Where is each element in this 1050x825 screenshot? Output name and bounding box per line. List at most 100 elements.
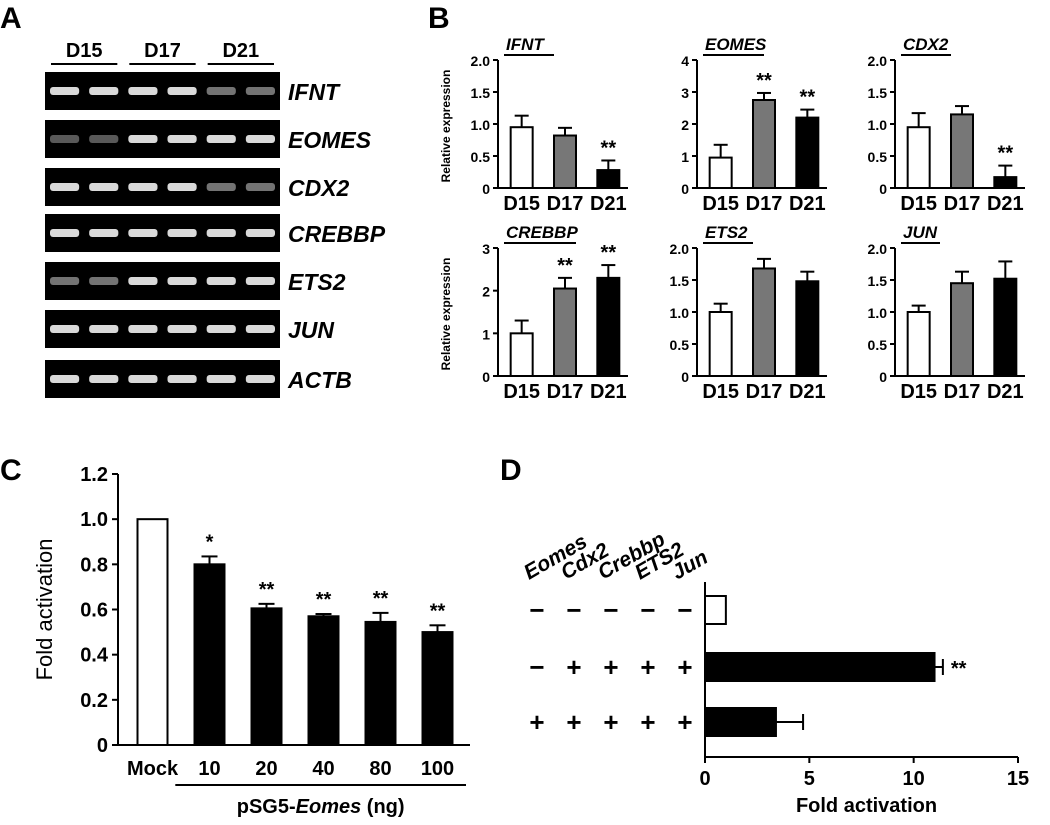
condition-sign: + xyxy=(529,707,544,737)
significance-marker: * xyxy=(206,531,214,553)
y-tick-label: 1.0 xyxy=(868,117,888,133)
x-tick-label: D21 xyxy=(590,381,627,403)
significance-marker: ** xyxy=(316,589,332,611)
y-tick-label: 0.8 xyxy=(80,554,108,576)
panel-b-charts: 0 0.5 1.0 1.5 2.0 IFNT Relative expression D15 D… xyxy=(439,35,1025,403)
significance-marker: ** xyxy=(259,579,275,601)
panel-c-chart: 0 0.2 0.4 0.6 0.8 1.0 1.2 Fold activation Mock 10… xyxy=(32,464,470,818)
y-tick-label: 4 xyxy=(681,53,689,69)
y-tick-label: 0.6 xyxy=(80,600,108,622)
x-tick-label: 20 xyxy=(255,758,277,780)
gel-band xyxy=(245,183,275,191)
gel-box xyxy=(45,120,280,158)
gel-band xyxy=(167,87,197,95)
panel-b-label: B xyxy=(428,2,450,35)
gel-gene-label: CDX2 xyxy=(288,175,350,201)
group-label-prefix: pSG5- xyxy=(237,796,296,818)
y-tick-label: 1 xyxy=(482,326,490,342)
gel-band xyxy=(206,375,236,383)
x-tick-label: D21 xyxy=(789,381,826,403)
x-tick-label: D15 xyxy=(900,193,937,215)
y-tick-label: 1.0 xyxy=(670,305,690,321)
bar xyxy=(950,113,974,189)
gel-band xyxy=(167,375,197,383)
subplot-ifnt: 0 0.5 1.0 1.5 2.0 IFNT Relative expression D15 D… xyxy=(439,35,628,215)
gel-box xyxy=(45,310,280,348)
gel-group-label: D21 xyxy=(222,40,259,62)
gel-band xyxy=(245,325,275,333)
subplot-crebbp: 0 1 2 3 CREBBP Relative expression D15 D17 ** D21… xyxy=(439,223,628,403)
x-tick-label: D21 xyxy=(987,193,1024,215)
y-tick-label: 0 xyxy=(482,369,490,385)
bar xyxy=(795,116,820,189)
gel-band xyxy=(50,375,80,383)
significance-marker: ** xyxy=(557,255,573,277)
subplot-cdx2: 0 0.5 1.0 1.5 2.0 CDX2 D15 D17 D21 ** xyxy=(868,35,1025,215)
gel-band xyxy=(245,277,275,285)
y-tick-label: 1.5 xyxy=(868,85,888,101)
x-tick-label: D21 xyxy=(987,381,1024,403)
condition-sign: + xyxy=(603,652,618,682)
gel-band xyxy=(206,277,236,285)
condition-sign: − xyxy=(603,595,618,625)
bar xyxy=(795,280,820,377)
significance-marker: ** xyxy=(756,70,772,92)
bar xyxy=(421,631,454,746)
gel-band xyxy=(245,229,275,237)
significance-marker: ** xyxy=(373,588,389,610)
subplot-title: IFNT xyxy=(506,35,545,54)
condition-sign: + xyxy=(677,652,692,682)
bar xyxy=(752,99,776,189)
subplot-title: JUN xyxy=(903,223,938,242)
y-tick-label: 2 xyxy=(681,117,689,133)
condition-sign: + xyxy=(566,652,581,682)
subplot-eomes: 0 1 2 3 4 EOMES D15 D17 ** D21 ** xyxy=(681,35,827,215)
subplot-title: ETS2 xyxy=(705,223,748,242)
significance-marker: ** xyxy=(800,87,816,109)
x-tick-label: D17 xyxy=(547,381,584,403)
y-tick-label: 0 xyxy=(681,181,689,197)
y-tick-label: 1.0 xyxy=(471,117,491,133)
condition-sign: − xyxy=(529,595,544,625)
gel-band xyxy=(50,87,80,95)
significance-marker: ** xyxy=(430,600,446,622)
gel-box xyxy=(45,72,280,110)
gel-band xyxy=(89,277,119,285)
y-tick-label: 1.5 xyxy=(868,273,888,289)
x-tick-label: 100 xyxy=(421,758,454,780)
y-tick-label: 2.0 xyxy=(670,241,690,257)
gel-band xyxy=(50,325,80,333)
condition-sign: + xyxy=(677,707,692,737)
x-tick-label: Mock xyxy=(127,758,179,780)
significance-marker: ** xyxy=(998,143,1014,165)
gel-band xyxy=(89,183,119,191)
y-axis-label: Fold activation xyxy=(32,539,57,681)
condition-sign: − xyxy=(566,595,581,625)
y-tick-label: 2.0 xyxy=(471,53,491,69)
bar xyxy=(906,126,931,189)
y-tick-label: 0.5 xyxy=(471,149,491,165)
gel-band xyxy=(128,277,158,285)
gel-box xyxy=(45,168,280,206)
gel-band xyxy=(89,87,119,95)
panel-a-label: A xyxy=(0,2,22,35)
y-tick-label: 0 xyxy=(879,369,887,385)
gel-box xyxy=(45,360,280,398)
x-tick-label: D17 xyxy=(746,193,783,215)
x-tick-label: D21 xyxy=(590,193,627,215)
y-tick-label: 0.5 xyxy=(670,337,690,353)
gel-band xyxy=(206,229,236,237)
gel-band xyxy=(50,183,80,191)
gel-band xyxy=(128,183,158,191)
panel-a-gel: D15 D17 D21 IFNT EOMES CDX2 CREBBP ETS2 JUN ACTB xyxy=(45,40,386,398)
x-tick-label: D15 xyxy=(503,381,540,403)
condition-sign: − xyxy=(529,652,544,682)
subplot-title: EOMES xyxy=(705,35,767,54)
condition-sign: + xyxy=(566,707,581,737)
gel-band xyxy=(167,183,197,191)
x-tick-label: D17 xyxy=(944,193,981,215)
group-label: pSG5-Eomes (ng) xyxy=(237,796,405,818)
x-tick-label: D15 xyxy=(900,381,937,403)
y-tick-label: 1.2 xyxy=(80,464,108,486)
